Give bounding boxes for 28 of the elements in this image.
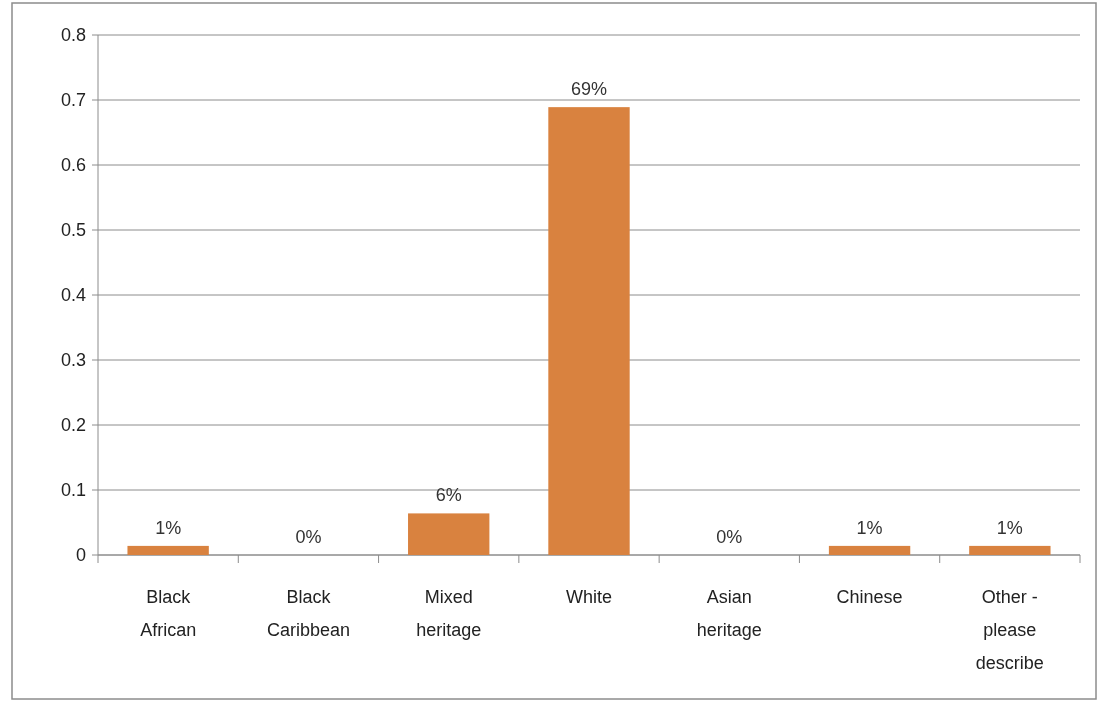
y-tick-label: 0.8 [60,25,86,46]
data-label: 1% [856,517,883,538]
y-tick-label: 0.6 [60,155,86,176]
data-label: 0% [295,527,322,547]
bar [969,545,1051,555]
x-tick-label: Chinese [836,587,903,607]
bar [548,107,630,555]
y-tick-label: 0.3 [60,350,86,371]
data-label: 1% [996,517,1023,538]
data-label: 0% [716,527,743,547]
x-tick-label: White [565,587,613,607]
y-tick-label: 0.5 [60,220,86,241]
y-tick-label: 0 [75,545,86,566]
y-tick-label: 0.4 [60,285,86,306]
bar [408,513,490,555]
y-tick-label: 0.7 [60,90,86,111]
y-tick-label: 0.2 [60,415,86,436]
y-tick-label: 0.1 [60,480,86,501]
x-tick-label: Asian heritage [696,587,762,640]
data-label: 69% [570,79,608,100]
x-tick-label: Black Caribbean [266,587,350,640]
bar [127,545,209,555]
x-tick-label: Other - please describe [975,587,1044,673]
x-tick-label: Mixed heritage [416,587,482,640]
bar [828,545,911,555]
data-label: 6% [435,485,462,506]
x-tick-label: Black African [140,587,197,640]
data-label: 1% [155,517,182,538]
